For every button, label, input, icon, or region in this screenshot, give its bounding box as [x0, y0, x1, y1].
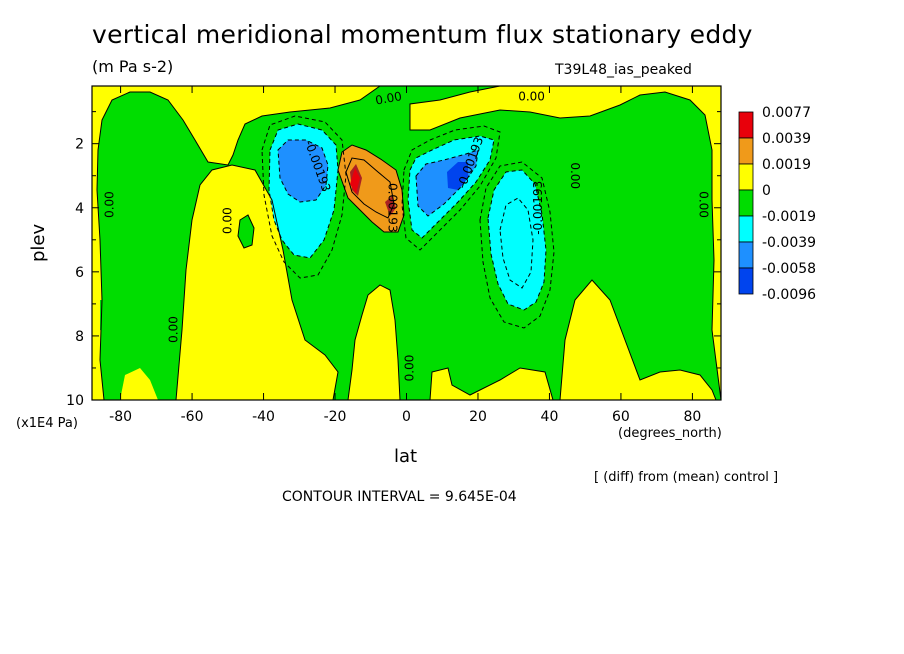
- y-tick-label: 2: [75, 137, 84, 153]
- x-tick-label: -60: [181, 409, 204, 425]
- legend-swatch: [738, 215, 754, 243]
- y-tick-label: 6: [75, 265, 84, 281]
- contour-line: [175, 164, 339, 400]
- x-tick-label: 20: [469, 409, 487, 425]
- fill-band-yellow: [120, 368, 158, 400]
- contour-line: [559, 279, 717, 400]
- contour-line: [96, 86, 381, 400]
- contour-interval-label: CONTOUR INTERVAL = 9.645E-04: [282, 489, 517, 505]
- contour-line: [407, 135, 495, 239]
- x-tick-label: -40: [252, 409, 275, 425]
- color-legend: 0.0077 0.0039 0.0019 0 -0.0019 -0.0039 -0.0058…: [738, 105, 816, 303]
- contour-line: [429, 367, 554, 400]
- fill-band-mid-blue: [278, 140, 328, 202]
- legend-level-label: -0.0039: [762, 235, 816, 251]
- fill-band-green: [238, 215, 254, 248]
- x-units-label: (degrees_north): [618, 426, 722, 441]
- legend-level-label: 0.0077: [762, 105, 811, 121]
- run-label: T39L48_ias_peaked: [555, 62, 692, 78]
- contour-line: [345, 157, 395, 219]
- contour-label: 0.00193: [386, 183, 400, 233]
- contour-line: [487, 169, 547, 311]
- legend-level-label: 0.0039: [762, 131, 811, 147]
- fill-band-yellow: [205, 375, 232, 400]
- legend-swatch: [738, 111, 754, 139]
- contour-label: 0.00: [220, 207, 234, 234]
- contour-label: 0.00: [518, 90, 545, 104]
- x-tick-label: -80: [109, 409, 132, 425]
- contour-line: [277, 139, 329, 203]
- legend-swatch: [738, 163, 754, 191]
- legend-swatch: [738, 241, 754, 269]
- y-axis-label: plev: [28, 223, 49, 262]
- chart-title: vertical meridional momentum flux statio…: [92, 20, 753, 49]
- contour-label: 0.00: [568, 162, 582, 189]
- contour-line: [347, 284, 401, 400]
- contour-label: 0.00: [697, 191, 711, 218]
- units-label: (m Pa s-2): [92, 57, 174, 76]
- fill-band-yellow: [430, 368, 553, 400]
- contour-line: [268, 123, 339, 259]
- y-tick-label: 10: [66, 393, 84, 409]
- contour-line: [479, 161, 555, 329]
- contour-line: [409, 86, 721, 400]
- legend-level-label: -0.0096: [762, 287, 816, 303]
- contour-line: [261, 115, 347, 279]
- contour-label: 0.00: [403, 355, 417, 382]
- fill-band-dark-blue: [447, 162, 468, 190]
- legend-level-label: 0: [762, 183, 771, 199]
- contour-label: -0.00193: [531, 181, 545, 235]
- legend-swatch: [738, 137, 754, 165]
- contour-lines: [96, 86, 721, 400]
- x-axis-label: lat: [394, 446, 418, 467]
- x-tick-label: 0: [402, 409, 411, 425]
- x-tick-label: 60: [612, 409, 630, 425]
- plot-area: 0.00 0.00-0.001930.00193-0.00193-0.001930…: [92, 86, 721, 400]
- contour-line: [237, 214, 255, 249]
- contour-line: [337, 144, 405, 233]
- fill-band-yellow: [560, 280, 716, 400]
- x-tick-label: 40: [541, 409, 559, 425]
- fill-band-yellow: [348, 285, 400, 400]
- x-tick-label: -20: [324, 409, 347, 425]
- fill-band-yellow: [176, 165, 338, 400]
- x-tick-label: 80: [683, 409, 701, 425]
- legend-swatch: [738, 267, 754, 295]
- contour-label: 0.00: [102, 191, 116, 218]
- y-axis: 2 4 6 8 10: [66, 111, 721, 409]
- legend-level-label: -0.0058: [762, 261, 816, 277]
- fill-band-green: [100, 300, 118, 335]
- fill-band-red: [350, 168, 360, 194]
- contour-line: [499, 197, 534, 289]
- contour-line: [415, 149, 479, 217]
- contour-label: 0.00: [167, 316, 181, 343]
- fill-band-cyan: [488, 170, 546, 310]
- contour-label: 0.00: [374, 89, 403, 107]
- legend-level-label: -0.0019: [762, 209, 816, 225]
- diff-note: [ (diff) from (mean) control ]: [594, 470, 779, 485]
- y-tick-label: 8: [75, 329, 84, 345]
- contour-line: [401, 125, 501, 251]
- y-tick-label: 4: [75, 201, 84, 217]
- y-scale-note: (x1E4 Pa): [16, 416, 78, 431]
- legend-swatch: [738, 189, 754, 217]
- legend-level-label: 0.0019: [762, 157, 811, 173]
- x-axis: -80 -60 -40 -20 0 20 40 60 80: [109, 86, 701, 425]
